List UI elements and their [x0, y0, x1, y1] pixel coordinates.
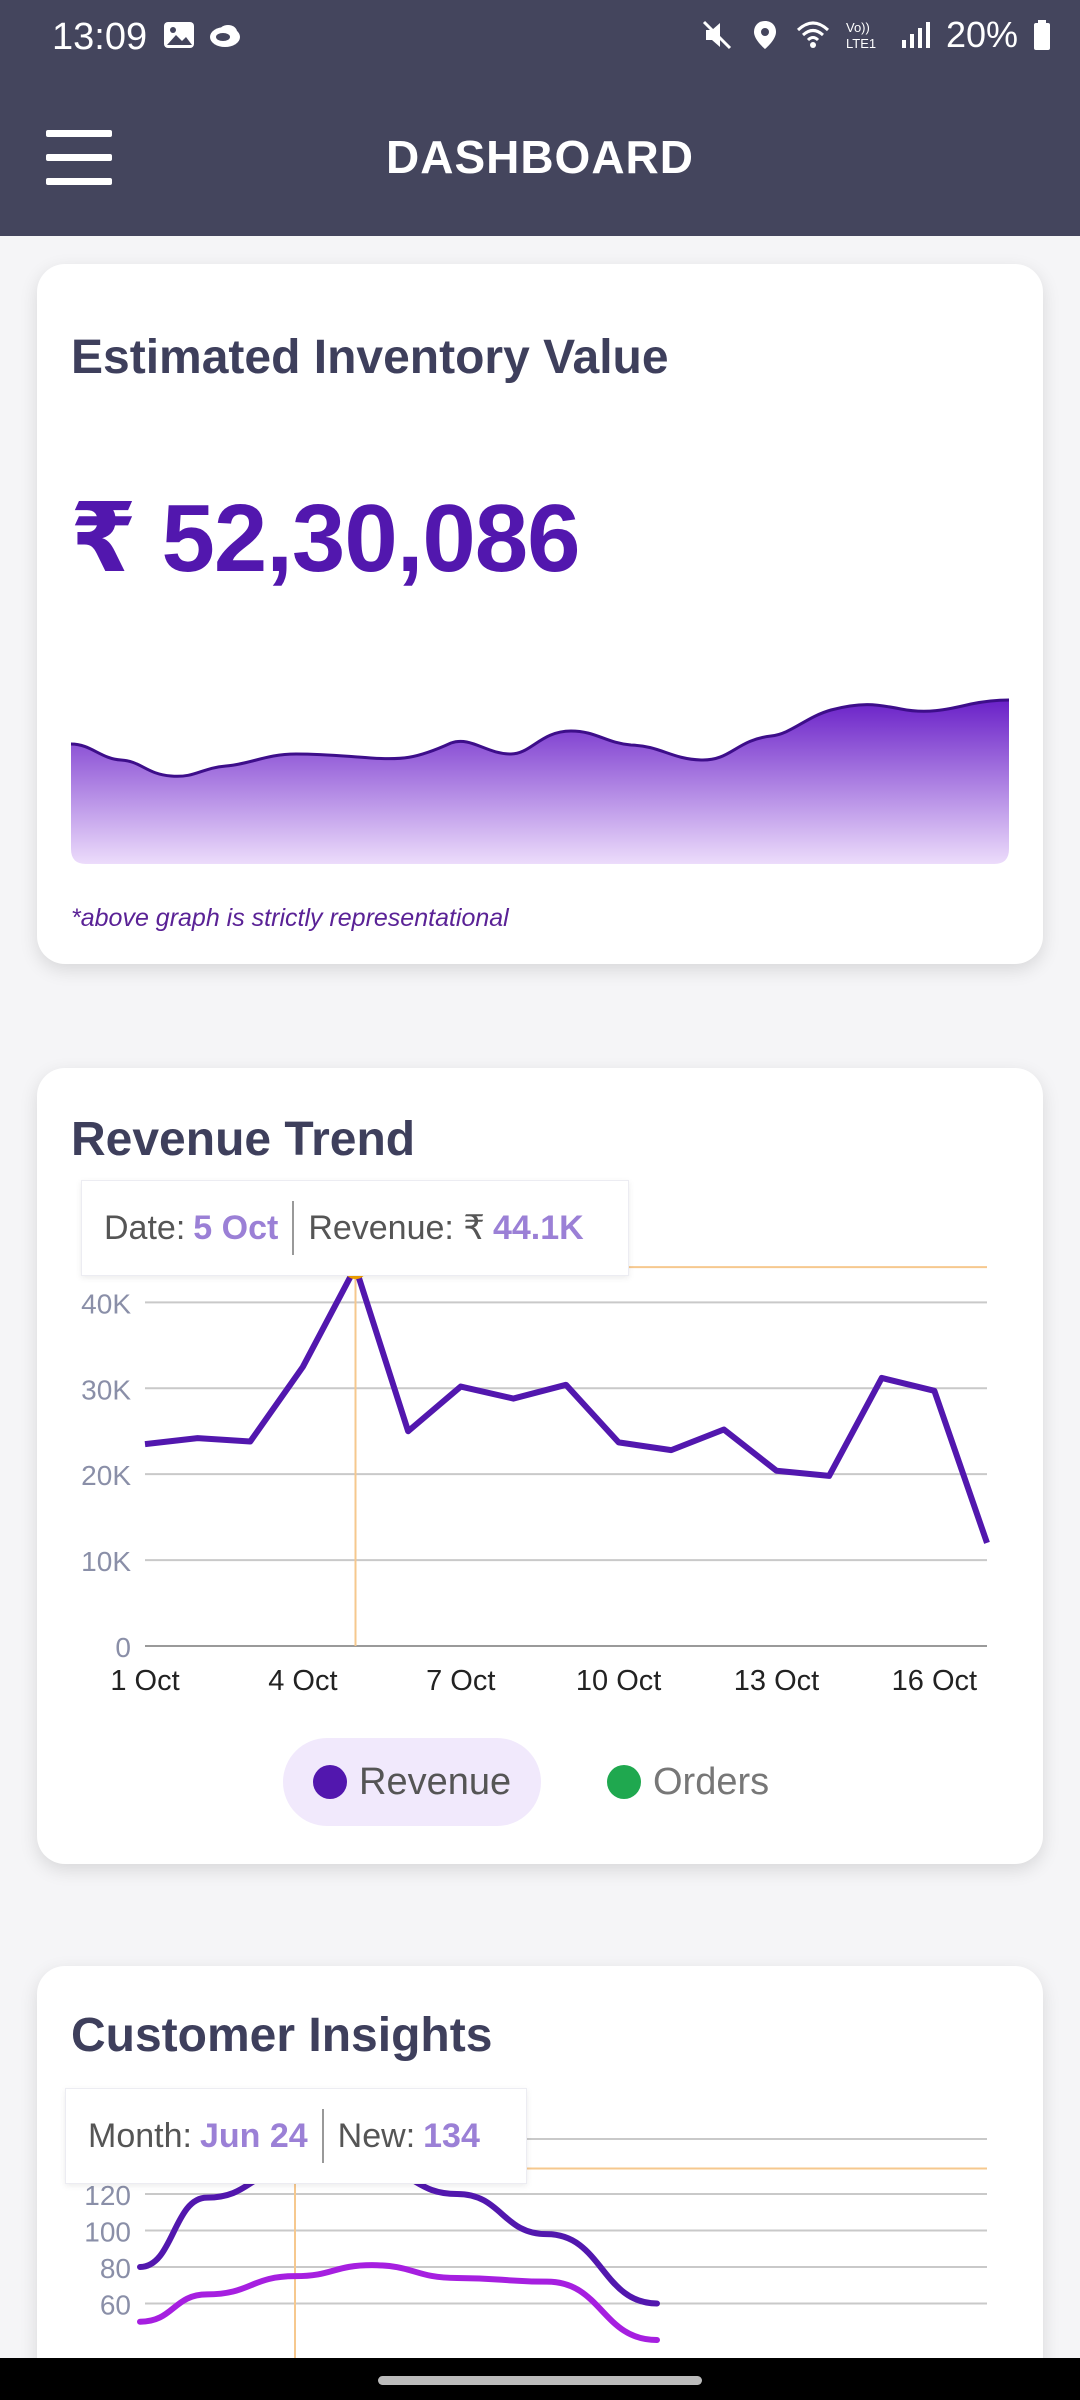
revenue-tooltip: Date: 5 Oct Revenue: ₹ 44.1K: [81, 1180, 629, 1276]
y-tick-label: 40K: [81, 1288, 131, 1319]
status-notification-icons: [162, 18, 242, 52]
inventory-area-line: [71, 698, 1009, 778]
revenue-card: Revenue Trend 0 10K 20K 30K 40K 1 Oct 4 Oct 7 O…: [37, 1068, 1043, 1864]
tooltip-revenue-label: Revenue: ₹: [308, 1209, 485, 1247]
revenue-title: Revenue Trend: [71, 1113, 416, 1166]
y-tick-label: 60: [100, 2290, 131, 2321]
tooltip-date-label: Date:: [104, 1208, 186, 1247]
x-tick-label: 13 Oct: [734, 1665, 819, 1697]
orders-legend-dot-icon: [607, 1765, 641, 1799]
y-tick-label: 20K: [81, 1460, 131, 1491]
hamburger-menu-icon[interactable]: [46, 130, 112, 185]
x-tick-label: 4 Oct: [268, 1665, 337, 1697]
inventory-value: ₹ 52,30,086: [70, 485, 581, 592]
customer-series-line: [137, 2262, 660, 2343]
legend-revenue-toggle[interactable]: Revenue: [283, 1738, 542, 1826]
revenue-series-line: [144, 1264, 990, 1544]
legend-orders-toggle[interactable]: Orders: [577, 1738, 799, 1826]
tooltip-month-value: Jun 24: [199, 2116, 308, 2155]
customer-tooltip: Month: Jun 24 New: 134: [65, 2088, 527, 2184]
tooltip-new-value: 134: [423, 2116, 480, 2155]
customer-series-line: [137, 2165, 660, 2307]
status-time: 13:09: [52, 16, 148, 58]
legend-orders-label: Orders: [653, 1760, 770, 1803]
svg-text:Vo)): Vo)): [846, 20, 870, 35]
inventory-area: [71, 700, 1009, 864]
tooltip-month-label: Month:: [88, 2116, 192, 2155]
y-tick-label: 120: [84, 2180, 131, 2211]
y-tick-label: 30K: [81, 1374, 131, 1405]
tooltip-new-label: New:: [337, 2116, 416, 2155]
page-title: DASHBOARD: [386, 131, 694, 183]
y-tick-label: 10K: [81, 1546, 131, 1577]
x-tick-label: 10 Oct: [576, 1665, 661, 1697]
cloud-icon: [210, 25, 240, 47]
wifi-icon: [796, 21, 829, 48]
revenue-legend-dot-icon: [313, 1765, 347, 1799]
signal-icon: [901, 22, 930, 48]
mute-icon: [702, 20, 731, 50]
app-bar: DASHBOARD: [0, 78, 1080, 236]
location-icon: [753, 21, 776, 49]
system-navigation-bar: [0, 2358, 1080, 2400]
volte-icon: Vo))LTE1: [846, 20, 876, 51]
inventory-title: Estimated Inventory Value: [71, 331, 669, 384]
battery-icon: [1034, 20, 1050, 50]
tooltip-date-value: 5 Oct: [193, 1208, 279, 1247]
y-tick-label: 100: [84, 2217, 131, 2248]
revenue-chart: 0 10K 20K 30K 40K 1 Oct 4 Oct 7 Oct 10 Oct 13 Oct…: [81, 1255, 990, 1697]
battery-percent: 20%: [945, 14, 1018, 55]
tooltip-divider: [321, 2109, 324, 2163]
y-tick-label: 0: [115, 1632, 131, 1663]
x-tick-label: 7 Oct: [426, 1665, 495, 1697]
image-icon: [164, 22, 194, 48]
status-system-icons: Vo)) LTE1 20%: [700, 14, 1052, 56]
legend-revenue-label: Revenue: [359, 1760, 512, 1803]
status-bar: 13:09 Vo)) LTE1 20%: [0, 0, 1080, 78]
x-tick-label: 16 Oct: [892, 1665, 977, 1697]
inventory-area-graph: [71, 698, 1009, 864]
tooltip-divider: [292, 1201, 295, 1255]
svg-text:LTE1: LTE1: [846, 36, 876, 51]
tooltip-revenue-value: 44.1K: [492, 1208, 584, 1247]
home-gesture-handle[interactable]: [378, 2376, 702, 2385]
x-tick-label: 1 Oct: [110, 1665, 179, 1697]
customer-insights-card: Customer Insights 60 80 100 120 Month: Jun …: [37, 1966, 1043, 2400]
inventory-card: Estimated Inventory Value ₹ 52,30,086 *a…: [37, 264, 1043, 964]
inventory-note: *above graph is strictly representationa…: [71, 904, 509, 932]
y-tick-label: 80: [100, 2253, 131, 2284]
customer-insights-title: Customer Insights: [71, 2009, 493, 2062]
